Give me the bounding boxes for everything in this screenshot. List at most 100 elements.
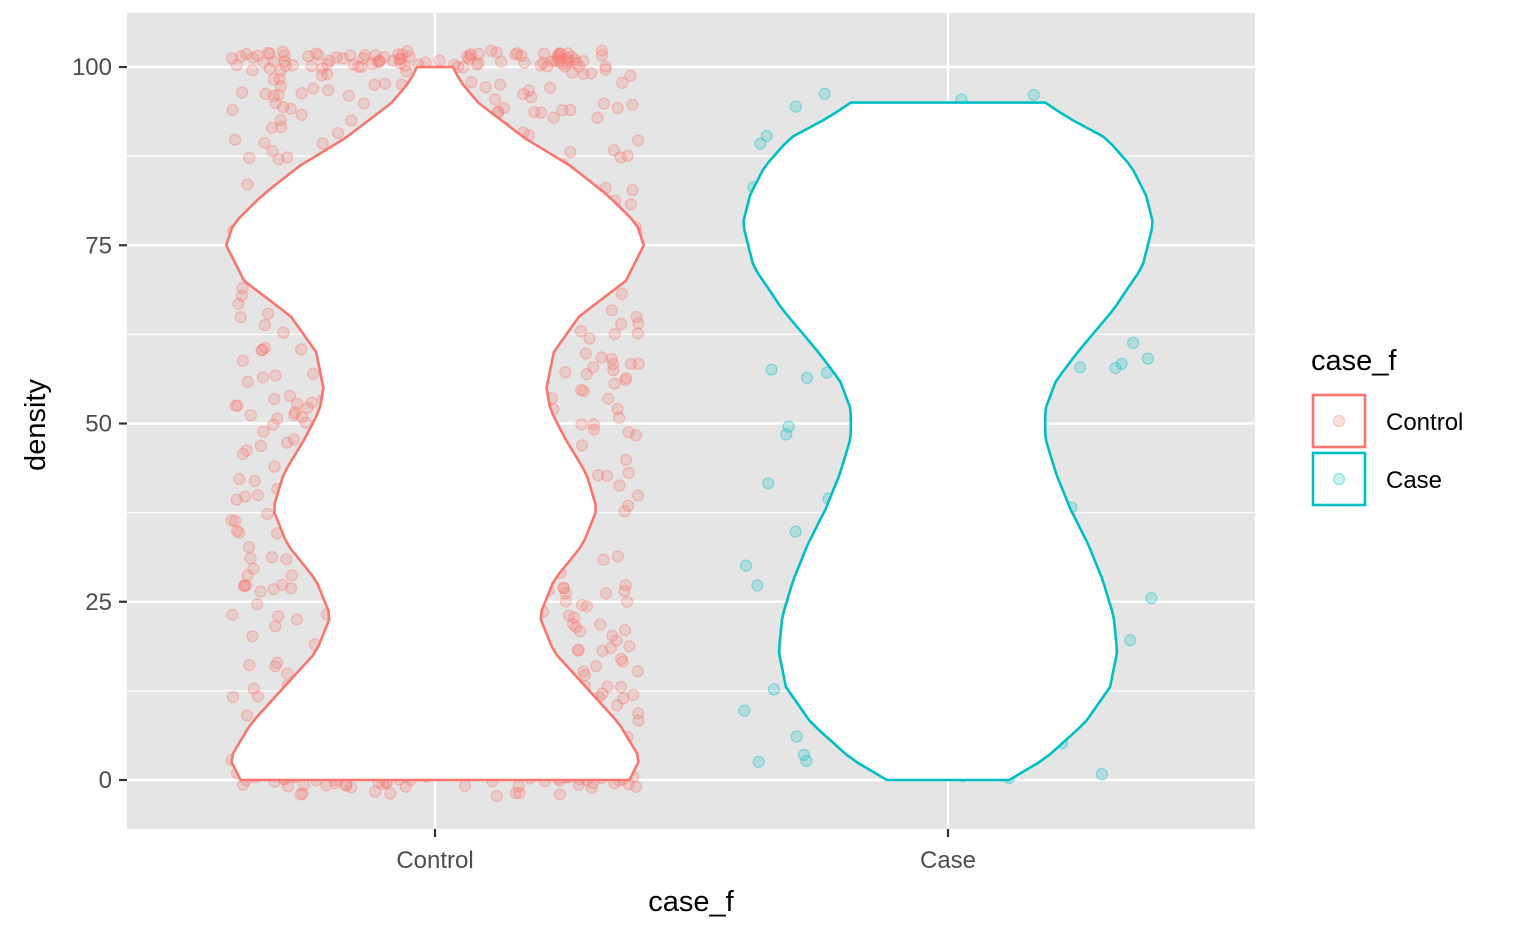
- point-control: [228, 514, 242, 528]
- point-control: [629, 780, 643, 793]
- point-control: [548, 54, 562, 68]
- point-control: [527, 105, 541, 119]
- point-case: [762, 477, 775, 490]
- point-control: [572, 643, 585, 656]
- point-case: [800, 371, 814, 385]
- point-control: [622, 466, 635, 479]
- point-control: [564, 145, 577, 159]
- point-control: [284, 102, 297, 115]
- point-control: [580, 368, 593, 381]
- point-control: [296, 787, 309, 800]
- point-control: [226, 608, 239, 621]
- point-control: [226, 103, 239, 117]
- point-control: [464, 47, 477, 61]
- point-control: [595, 44, 608, 57]
- point-control: [616, 655, 629, 668]
- point-control: [281, 436, 294, 449]
- point-control: [256, 343, 269, 356]
- point-control: [624, 198, 637, 211]
- point-control: [272, 610, 285, 623]
- point-control: [547, 111, 560, 124]
- point-control: [287, 433, 300, 446]
- point-control: [433, 54, 446, 67]
- point-control: [572, 60, 586, 73]
- point-control: [316, 137, 329, 150]
- point-case: [818, 87, 831, 100]
- x-tick-label: Control: [396, 847, 473, 874]
- point-control: [274, 64, 287, 78]
- point-control: [632, 714, 645, 727]
- point-case: [1074, 361, 1087, 374]
- point-control: [585, 781, 598, 795]
- point-control: [352, 60, 365, 73]
- point-control: [240, 578, 253, 592]
- point-control: [373, 55, 386, 68]
- point-control: [243, 658, 256, 672]
- point-control: [577, 665, 590, 678]
- y-axis: 0 25 50 75 100: [72, 54, 127, 794]
- point-case: [1124, 634, 1137, 647]
- point-control: [279, 59, 292, 72]
- point-control: [267, 418, 280, 431]
- legend-label-control: Control: [1386, 409, 1463, 436]
- point-control: [307, 82, 320, 95]
- point-control: [241, 178, 254, 191]
- point-control: [611, 402, 624, 416]
- point-control: [470, 58, 484, 71]
- point-control: [269, 619, 282, 633]
- point-control: [226, 690, 240, 704]
- point-control: [537, 47, 551, 60]
- point-control: [251, 690, 265, 703]
- point-control: [610, 699, 624, 712]
- point-control: [307, 367, 320, 380]
- point-control: [614, 680, 628, 694]
- point-control: [251, 49, 264, 62]
- point-control: [357, 52, 370, 65]
- point-control: [626, 183, 639, 197]
- point-control: [236, 354, 250, 367]
- point-control: [366, 57, 379, 70]
- point-control: [323, 54, 336, 67]
- point-case: [751, 579, 764, 592]
- point-control: [632, 357, 645, 371]
- point-control: [552, 52, 565, 65]
- point-control: [305, 59, 318, 73]
- point-control: [272, 88, 285, 101]
- x-axis-title: case_f: [648, 886, 734, 918]
- point-control: [255, 344, 268, 357]
- point-control: [254, 439, 268, 453]
- legend-label-case: Case: [1386, 467, 1442, 494]
- point-control: [396, 48, 409, 61]
- point-control: [394, 52, 408, 65]
- point-control: [312, 48, 325, 62]
- point-control: [394, 57, 407, 70]
- point-control: [488, 93, 502, 106]
- point-control: [358, 48, 372, 62]
- point-control: [267, 55, 281, 68]
- point-control: [295, 410, 309, 424]
- point-control: [541, 60, 554, 73]
- point-control: [236, 281, 249, 295]
- point-control: [274, 121, 288, 134]
- point-control: [262, 307, 275, 320]
- point-control: [517, 87, 530, 101]
- point-control: [458, 779, 472, 793]
- point-control: [553, 55, 566, 68]
- point-control: [619, 578, 632, 592]
- point-control: [273, 72, 286, 86]
- point-case: [738, 704, 751, 717]
- point-control: [240, 48, 253, 61]
- point-control: [599, 63, 612, 76]
- point-control: [559, 587, 572, 600]
- point-control: [608, 327, 621, 340]
- point-control: [551, 49, 564, 62]
- point-control: [614, 151, 627, 164]
- point-control: [577, 385, 590, 398]
- point-control: [230, 58, 243, 72]
- point-control: [579, 347, 592, 360]
- point-control: [590, 660, 603, 673]
- point-control: [559, 595, 572, 608]
- y-tick-label: 75: [85, 232, 112, 259]
- point-control: [384, 787, 397, 800]
- point-control: [577, 54, 590, 68]
